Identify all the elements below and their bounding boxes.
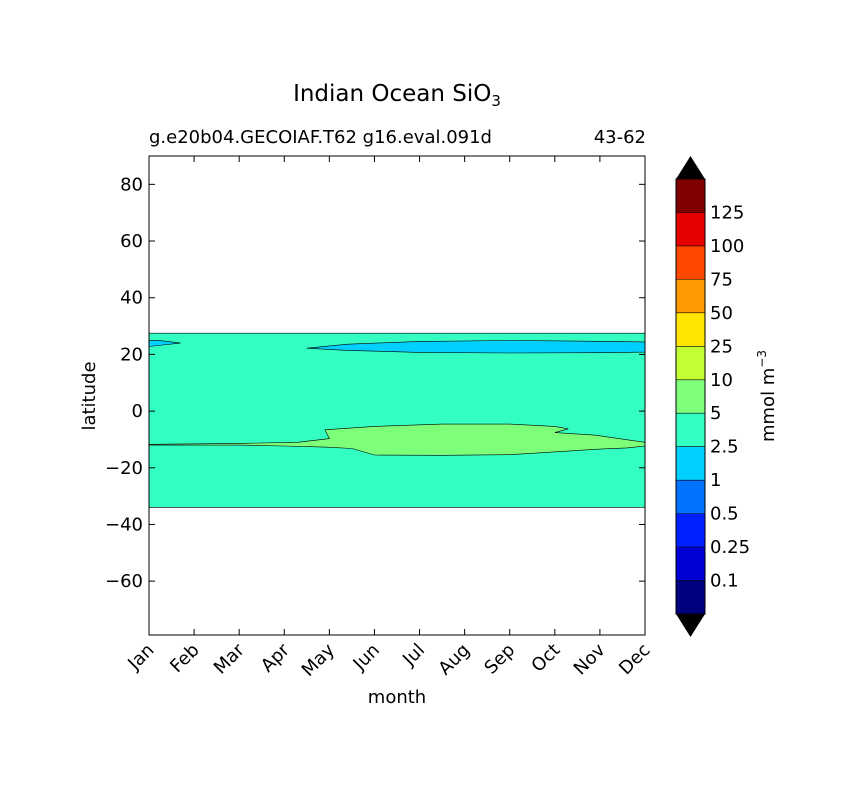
title-group: Indian Ocean SiO3 g.e20b04.GECOIAF.T62 g…: [149, 81, 646, 148]
colorbar-tick-label: 0.1: [710, 571, 739, 592]
y-tick-label: −40: [105, 514, 143, 535]
colorbar-frame: [675, 178, 706, 615]
contour-region-northern-low-band: [306, 340, 645, 354]
colorbar-label-superscript: −3: [755, 350, 769, 368]
colorbar-segment: [676, 547, 705, 581]
contour-region-southern-high-band: [149, 423, 645, 456]
chart-subtitle-right: 43-62: [594, 127, 646, 148]
chart-title: Indian Ocean SiO3: [293, 81, 501, 110]
colorbar-segment: [676, 179, 705, 213]
x-tick-label: Apr: [257, 639, 294, 676]
y-tick-label: 40: [120, 288, 143, 309]
colorbar-tick-label: 0.25: [710, 537, 750, 558]
x-tick-label: Feb: [166, 640, 203, 677]
colorbar-segment: [676, 245, 705, 280]
x-tick-label: Oct: [527, 640, 564, 677]
x-tick-label: Dec: [615, 640, 654, 679]
colorbar-tick-label: 10: [710, 370, 733, 391]
contour-region-western-low-sliver: [149, 339, 181, 347]
y-axis: 80 60 40 20 0 −20 −40 −60: [105, 174, 645, 592]
colorbar-label: mmol m−3: [755, 350, 779, 442]
colorbar-tick-label: 1: [710, 470, 721, 491]
colorbar-tick-label: 0.5: [710, 504, 739, 525]
x-axis-label: month: [368, 687, 426, 708]
x-tick-label: May: [298, 639, 339, 680]
colorbar-tick-label: 5: [710, 403, 721, 424]
colorbar-tick-label: 25: [710, 336, 733, 357]
y-tick-label: 0: [132, 401, 143, 422]
colorbar-segment: [676, 413, 705, 447]
colorbar-segment: [676, 480, 705, 514]
colorbar: 0.1 0.25 0.5 1 2.5 5 10 25 50 75 100 125: [675, 156, 750, 637]
y-tick-label: −60: [105, 571, 143, 592]
chart-title-subscript: 3: [491, 92, 501, 110]
colorbar-tick-label: 2.5: [710, 437, 739, 458]
colorbar-segment: [676, 446, 705, 481]
x-tick-label: Aug: [434, 640, 474, 680]
colorbar-tick-label: 50: [710, 303, 733, 324]
colorbar-extend-min: [676, 614, 705, 637]
colorbar-segment: [676, 580, 705, 614]
colorbar-tick-label: 125: [710, 202, 744, 223]
colorbar-segment: [676, 279, 705, 313]
colorbar-extend-max: [676, 156, 705, 179]
colorbar-segment: [676, 379, 705, 414]
x-tick-label: Jul: [398, 640, 429, 671]
x-tick-label: Nov: [570, 639, 610, 679]
y-tick-label: 60: [120, 231, 143, 252]
y-tick-label: 80: [120, 174, 143, 195]
x-tick-label: Mar: [210, 639, 249, 678]
contour-region-background: [149, 333, 645, 508]
y-axis-label: latitude: [79, 361, 100, 430]
colorbar-tick-label: 75: [710, 269, 733, 290]
chart-subtitle-left: g.e20b04.GECOIAF.T62 g16.eval.091d: [149, 127, 492, 148]
colorbar-segment: [676, 513, 705, 548]
x-tick-label: Jan: [123, 640, 158, 675]
x-tick-label: Sep: [480, 640, 519, 679]
colorbar-segment: [676, 346, 705, 380]
colorbar-segment: [676, 212, 705, 246]
x-tick-label: Jun: [349, 640, 384, 675]
colorbar-segment: [676, 312, 705, 347]
contour-regions: [149, 332, 645, 508]
y-tick-label: 20: [120, 344, 143, 365]
y-tick-label: −20: [105, 458, 143, 479]
plot-frame: [148, 155, 646, 636]
colorbar-tick-label: 100: [710, 236, 744, 257]
